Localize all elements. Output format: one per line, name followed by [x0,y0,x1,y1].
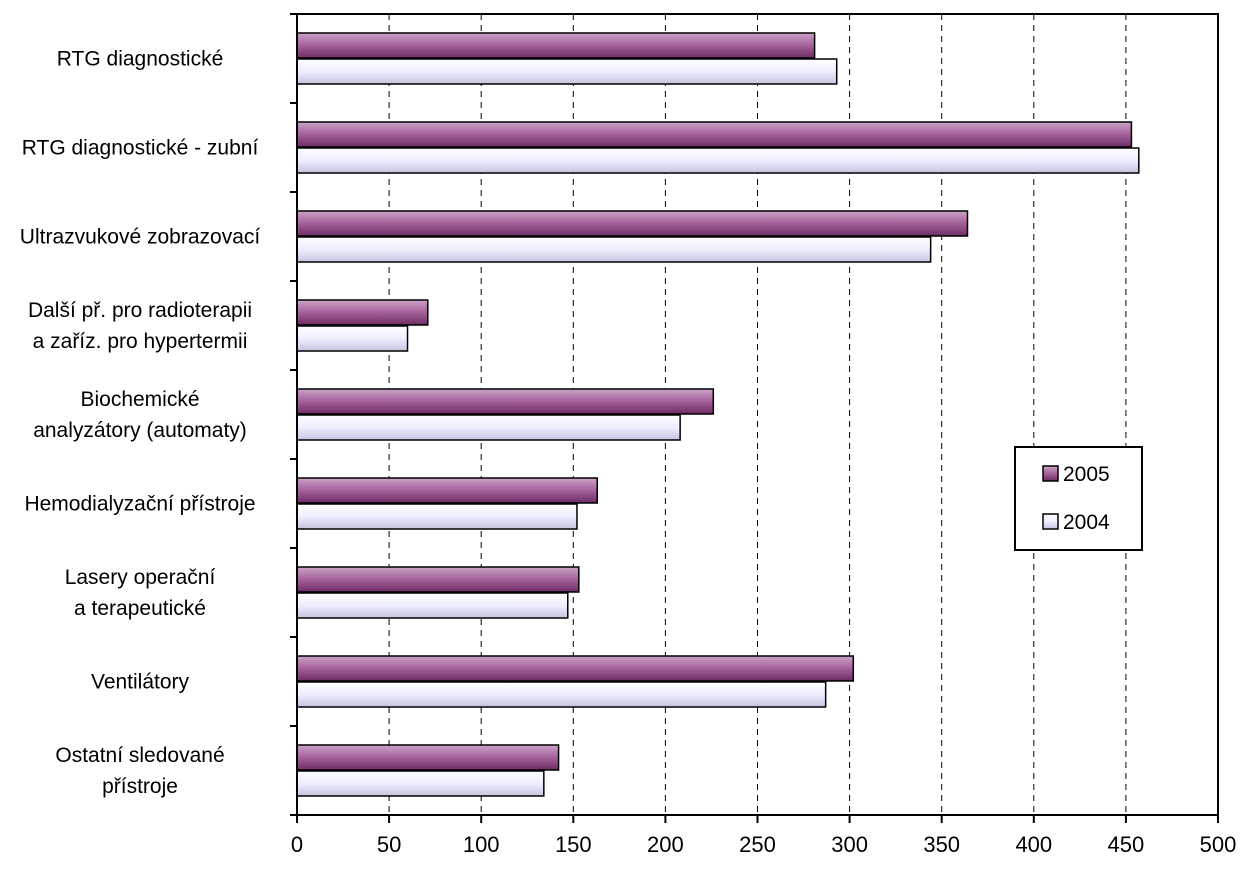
legend-box [1014,446,1143,551]
category-label-line: analyzátory (automaty) [33,419,247,442]
category-label-line: a terapeutické [74,597,206,620]
x-tick-label: 450 [1108,832,1145,857]
bar-2005 [296,32,816,59]
legend: 2005 2004 [1014,446,1143,551]
category-label-line: a zaříz. pro hypertermii [33,330,248,353]
category-label: Další př. pro radioterapii a zaříz. pro h… [28,299,252,353]
legend-swatch-2005 [1042,465,1059,482]
bar-2004 [296,325,409,352]
x-tick-label: 150 [555,832,592,857]
x-tick-label: 50 [377,832,401,857]
bar-2004 [296,681,827,708]
category-label-line: Ostatní sledované [55,744,224,767]
category-label: Ostatní sledované přístroje [55,744,224,798]
category-label-line: přístroje [102,775,178,798]
x-tick-label: 200 [647,832,684,857]
category-label: Lasery operační a terapeutické [65,566,216,620]
bar-2004 [296,770,545,797]
x-tick-label: 0 [291,832,303,857]
category-label-line: Ultrazvukové zobrazovací [20,226,261,249]
category-labels: RTG diagnostické RTG diagnostické - zubní… [20,48,261,799]
category-label-line: Další př. pro radioterapii [28,299,252,322]
bar-2004 [296,503,578,530]
bars [296,32,1140,797]
x-tick-label: 250 [739,832,776,857]
category-label: RTG diagnostické - zubní [22,137,259,160]
bar-2005 [296,299,429,326]
bar-2004 [296,58,838,85]
x-tick-label: 300 [831,832,868,857]
category-label: RTG diagnostické [57,48,224,71]
category-label: Ventilátory [91,671,190,694]
bar-2004 [296,592,569,619]
category-label: Hemodialyzační přístroje [24,493,255,516]
category-label-line: Lasery operační [65,566,216,589]
x-tick-label: 350 [923,832,960,857]
legend-label-2005: 2005 [1063,463,1110,486]
category-label-line: Ventilátory [91,671,190,694]
category-label-line: Biochemické [80,388,199,411]
x-tick-labels: 0 50 100 150 200 250 300 350 400 450 500 [291,832,1236,857]
bar-2004 [296,147,1140,174]
bar-2005 [296,121,1133,148]
x-tick-label: 100 [463,832,500,857]
bar-2004 [296,236,932,263]
bar-2005 [296,210,969,237]
category-label-line: Hemodialyzační přístroje [24,493,255,516]
legend-swatch-2004 [1042,513,1059,530]
bar-2005 [296,744,560,771]
axes [290,13,1219,823]
category-label-line: RTG diagnostické - zubní [22,137,259,160]
bar-2004 [296,414,681,441]
x-tick-label: 400 [1015,832,1052,857]
bar-2005 [296,655,855,682]
bar-2005 [296,477,598,504]
category-label-line: RTG diagnostické [57,48,224,71]
bar-2005 [296,566,580,593]
category-label: Ultrazvukové zobrazovací [20,226,261,249]
legend-label-2004: 2004 [1063,511,1110,534]
bar-2005 [296,388,715,415]
x-tick-label: 500 [1200,832,1237,857]
category-label: Biochemické analyzátory (automaty) [33,388,247,442]
